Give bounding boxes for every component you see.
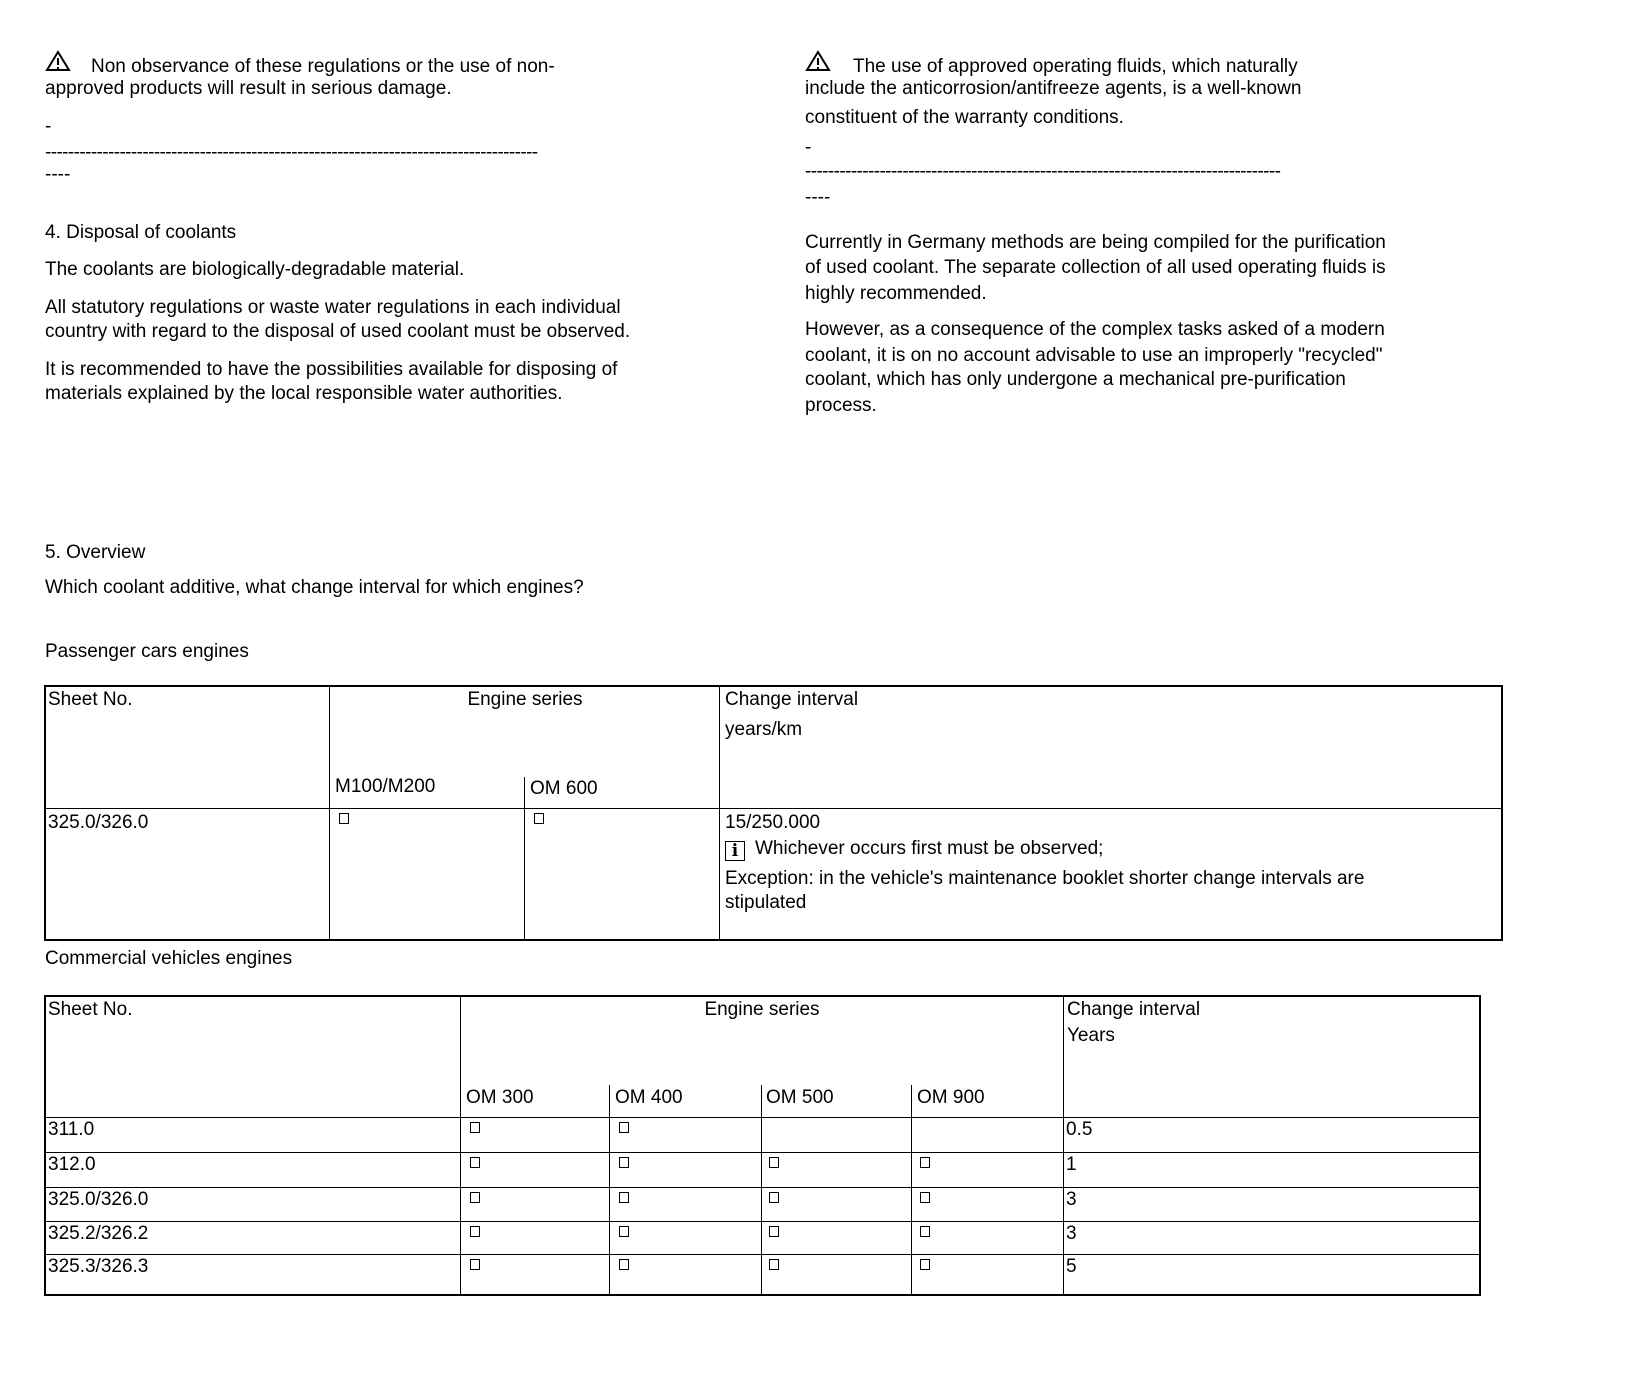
cell-sheet-no: 312.0 bbox=[48, 1154, 96, 1175]
checkbox-icon bbox=[534, 813, 544, 824]
cell-interval: 15/250.000 bbox=[725, 812, 821, 833]
paragraph: All statutory regulations or waste water… bbox=[45, 297, 621, 318]
commercial-engines-table bbox=[44, 995, 1481, 1296]
checkbox-icon bbox=[470, 1259, 480, 1270]
header-engine: OM 300 bbox=[466, 1087, 534, 1108]
cell-sheet-no: 325.3/326.3 bbox=[48, 1256, 149, 1277]
checkbox-icon bbox=[769, 1226, 779, 1237]
paragraph: However, as a consequence of the complex… bbox=[805, 319, 1385, 340]
cell-interval: 5 bbox=[1066, 1256, 1077, 1277]
header-engine: OM 900 bbox=[917, 1087, 985, 1108]
paragraph: Currently in Germany methods are being c… bbox=[805, 232, 1386, 253]
warning-triangle-icon bbox=[45, 50, 75, 79]
checkbox-icon bbox=[920, 1192, 930, 1203]
section-heading: 4. Disposal of coolants bbox=[45, 222, 237, 243]
cell-sheet-no: 325.2/326.2 bbox=[48, 1223, 149, 1244]
checkbox-icon bbox=[470, 1226, 480, 1237]
exception-text: Exception: in the vehicle's maintenance … bbox=[725, 868, 1365, 889]
header-engine-series: Engine series bbox=[467, 689, 583, 710]
checkbox-icon bbox=[339, 813, 349, 824]
header-interval-unit: Years bbox=[1067, 1025, 1115, 1046]
header-sheet-no: Sheet No. bbox=[48, 999, 133, 1020]
separator: - bbox=[805, 137, 812, 158]
cell-interval: 3 bbox=[1066, 1189, 1077, 1210]
overview-question: Which coolant additive, what change inte… bbox=[45, 577, 584, 598]
warning-text-line: include the anticorrosion/antifreeze age… bbox=[805, 78, 1302, 99]
header-engine: OM 600 bbox=[530, 778, 598, 799]
cell-sheet-no: 325.0/326.0 bbox=[48, 1189, 149, 1210]
header-engine: OM 400 bbox=[615, 1087, 683, 1108]
checkbox-icon bbox=[769, 1157, 779, 1168]
paragraph: The coolants are biologically-degradable… bbox=[45, 259, 465, 280]
checkbox-icon bbox=[920, 1226, 930, 1237]
warning-text-line: constituent of the warranty conditions. bbox=[805, 107, 1124, 128]
checkbox-icon bbox=[920, 1157, 930, 1168]
checkbox-icon bbox=[619, 1157, 629, 1168]
section-heading: 5. Overview bbox=[45, 542, 146, 563]
passenger-table-title: Passenger cars engines bbox=[45, 641, 249, 662]
checkbox-icon bbox=[470, 1192, 480, 1203]
cell-interval: 3 bbox=[1066, 1223, 1077, 1244]
separator: ---- bbox=[805, 187, 831, 208]
header-interval-unit: years/km bbox=[725, 719, 803, 740]
checkbox-icon bbox=[619, 1226, 629, 1237]
info-icon: i bbox=[725, 841, 745, 861]
paragraph: of used coolant. The separate collection… bbox=[805, 257, 1386, 278]
cell-interval: 1 bbox=[1066, 1154, 1077, 1175]
checkbox-icon bbox=[470, 1122, 480, 1133]
header-engine: M100/M200 bbox=[335, 776, 436, 797]
separator: ---- bbox=[45, 164, 71, 185]
exception-text: stipulated bbox=[725, 892, 807, 913]
separator: - bbox=[45, 116, 52, 137]
cell-interval: 0.5 bbox=[1066, 1119, 1093, 1140]
paragraph: It is recommended to have the possibilit… bbox=[45, 359, 618, 380]
header-engine-series: Engine series bbox=[704, 999, 820, 1020]
checkbox-icon bbox=[619, 1259, 629, 1270]
checkbox-icon bbox=[920, 1259, 930, 1270]
header-sheet-no: Sheet No. bbox=[48, 689, 133, 710]
paragraph: coolant, it is on no account advisable t… bbox=[805, 345, 1383, 366]
cell-sheet-no: 311.0 bbox=[48, 1119, 95, 1140]
info-note: i Whichever occurs first must be observed… bbox=[725, 838, 1103, 861]
checkbox-icon bbox=[470, 1157, 480, 1168]
separator: ----------------------------------------… bbox=[45, 142, 538, 163]
warning-text: Non observance of these regulations or t… bbox=[45, 50, 555, 79]
checkbox-icon bbox=[619, 1192, 629, 1203]
paragraph: country with regard to the disposal of u… bbox=[45, 321, 631, 342]
header-change-interval: Change interval bbox=[1067, 999, 1201, 1020]
paragraph: materials explained by the local respons… bbox=[45, 383, 563, 404]
commercial-table-title: Commercial vehicles engines bbox=[45, 948, 293, 969]
paragraph: coolant, which has only undergone a mech… bbox=[805, 369, 1346, 390]
passenger-engines-table bbox=[44, 685, 1503, 941]
separator: ----------------------------------------… bbox=[805, 161, 1281, 182]
header-engine: OM 500 bbox=[766, 1087, 834, 1108]
warning-triangle-icon bbox=[805, 50, 835, 79]
paragraph: highly recommended. bbox=[805, 283, 987, 304]
checkbox-icon bbox=[619, 1122, 629, 1133]
warning-text-line: approved products will result in serious… bbox=[45, 78, 452, 99]
paragraph: process. bbox=[805, 395, 877, 416]
checkbox-icon bbox=[769, 1192, 779, 1203]
warning-text: The use of approved operating fluids, wh… bbox=[805, 50, 1298, 79]
checkbox-icon bbox=[769, 1259, 779, 1270]
header-change-interval: Change interval bbox=[725, 689, 859, 710]
cell-sheet-no: 325.0/326.0 bbox=[48, 812, 149, 833]
